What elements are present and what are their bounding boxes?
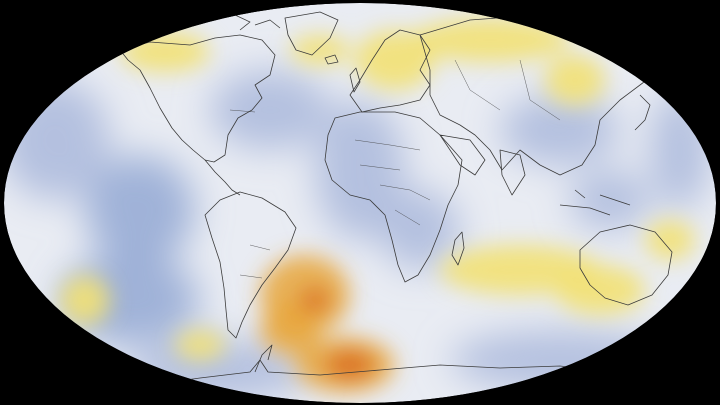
coastline-indonesia: [559, 189, 631, 216]
region-west-pacific-cool: [650, 90, 710, 210]
coastline-india: [499, 149, 526, 196]
region-siberia-warm: [410, 18, 570, 62]
region-tasman-warm: [645, 220, 695, 260]
region-south-atlantic-core: [300, 288, 330, 312]
coastline-north-america: [119, 34, 276, 163]
region-east-pacific-cool: [85, 155, 195, 265]
region-southern-ocean-very-hot: [325, 350, 375, 380]
region-indonesia-cool: [570, 170, 650, 230]
coastline-arabia: [439, 134, 486, 176]
region-north-america-cool: [210, 70, 330, 150]
region-africa-cool: [380, 190, 460, 270]
coastline-greenland: [284, 11, 339, 56]
coastline-iceland: [324, 54, 339, 65]
coastline-madagascar: [451, 231, 465, 266]
coastline-australia: [579, 224, 673, 306]
region-southern-ocean-cool-east: [450, 330, 670, 390]
region-south-america-east-warm: [175, 330, 225, 360]
region-south-pacific-warm: [60, 275, 110, 325]
coastline-antarctic-peninsula: [254, 344, 273, 373]
coastline-south-america: [204, 191, 297, 339]
coastline-central-america: [204, 159, 241, 196]
region-asia-cool: [500, 95, 620, 165]
warm-anomaly-layer: [60, 18, 695, 393]
region-north-atlantic-cool: [315, 100, 405, 240]
coastline-new-zealand: [675, 289, 696, 326]
region-alaska-yukon-warm: [120, 32, 210, 72]
country-borders: [229, 59, 561, 279]
coastline-africa: [324, 111, 463, 283]
region-australia-warm: [555, 265, 645, 315]
region-south-atlantic-warm-2: [260, 305, 320, 355]
region-east-asia-warm: [545, 55, 605, 105]
coastline-uk: [349, 67, 361, 93]
region-north-atlantic-warm: [290, 35, 350, 65]
coastline-japan: [634, 94, 651, 131]
coastline-europe: [349, 29, 431, 113]
